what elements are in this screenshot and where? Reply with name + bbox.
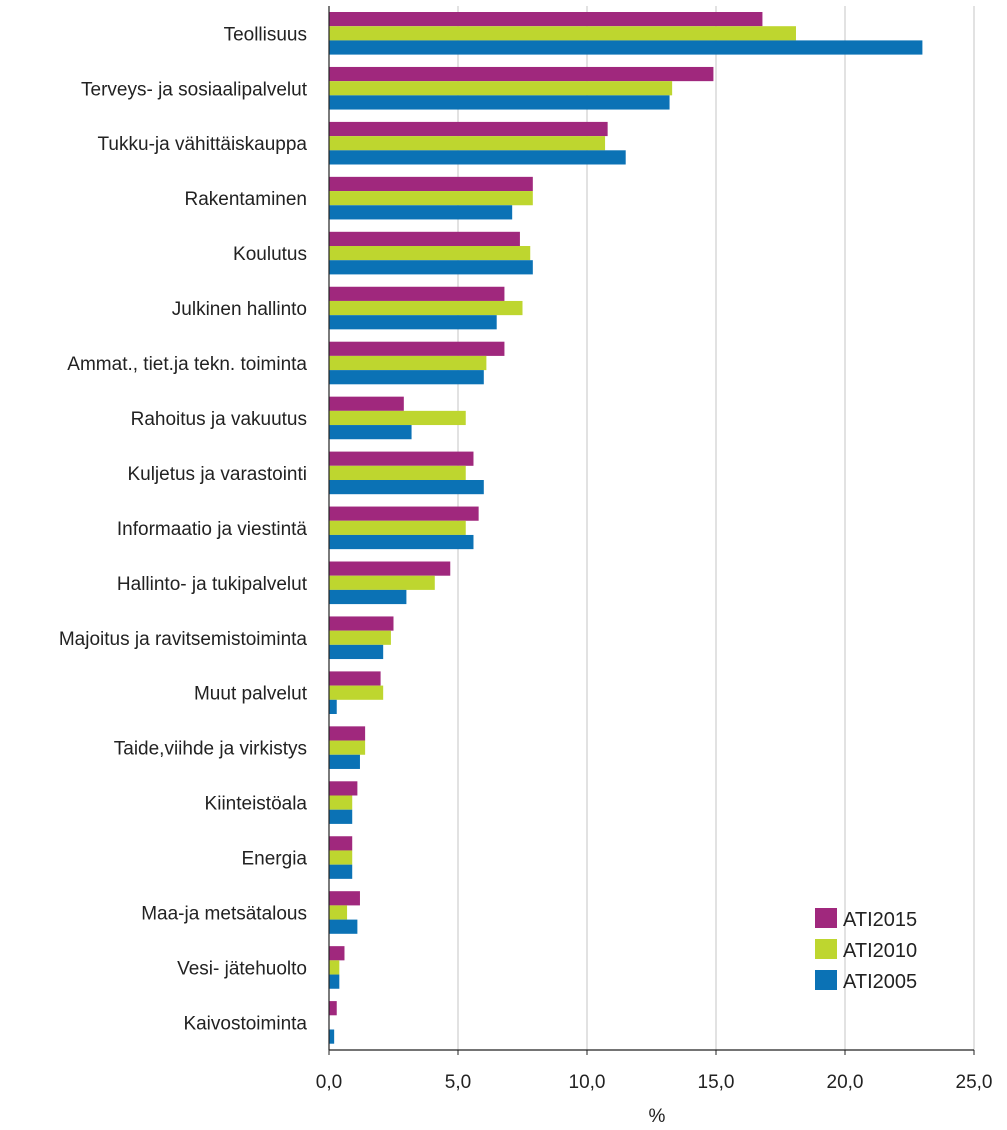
bar-ati2010-2: [329, 136, 606, 151]
bar-ati2005-12: [329, 699, 337, 714]
bar-ati2005-16: [329, 919, 358, 934]
category-label: Julkinen hallinto: [172, 299, 307, 320]
x-tick-labels: 0,0 5,0 10,0 15,0 20,0 25,0: [316, 1050, 993, 1093]
category-label: Teollisuus: [224, 24, 307, 45]
chart-bars: [329, 12, 923, 1044]
bar-ati2010-14: [329, 795, 353, 810]
bar-ati2010-13: [329, 740, 366, 755]
x-tick-label: 5,0: [445, 1072, 471, 1093]
legend-swatch-ati2015: [815, 908, 837, 928]
category-label: Vesi- jätehuolto: [177, 958, 307, 979]
bar-ati2005-8: [329, 480, 484, 495]
bar-ati2010-4: [329, 246, 531, 261]
legend-label-ati2010: ATI2010: [843, 940, 917, 962]
legend-label-ati2005: ATI2005: [843, 971, 917, 993]
bar-ati2010-8: [329, 465, 466, 480]
bar-ati2005-4: [329, 260, 533, 275]
chart-legend: ATI2015 ATI2010 ATI2005: [815, 908, 917, 993]
bar-ati2010-1: [329, 81, 673, 96]
bar-ati2005-0: [329, 40, 923, 55]
legend-swatch-ati2010: [815, 939, 837, 959]
bar-ati2005-10: [329, 589, 407, 605]
category-label: Ammat., tiet.ja tekn. toiminta: [67, 354, 307, 375]
chart-axes: [328, 6, 974, 1051]
bar-ati2015-10: [329, 561, 451, 576]
bar-ati2010-11: [329, 630, 391, 645]
bar-ati2015-2: [329, 121, 608, 137]
category-label: Majoitus ja ravitsemistoiminta: [59, 629, 308, 650]
bar-ati2010-17: [329, 960, 340, 975]
category-label: Rakentaminen: [184, 189, 307, 210]
x-tick-label: 20,0: [827, 1072, 864, 1093]
bar-ati2015-9: [329, 506, 479, 521]
x-axis-label: %: [649, 1106, 666, 1127]
bar-ati2015-13: [329, 726, 366, 741]
bar-ati2005-9: [329, 534, 474, 550]
bar-ati2005-2: [329, 150, 626, 165]
bar-ati2005-18: [329, 1029, 335, 1044]
category-label: Kiinteistöala: [205, 794, 308, 815]
bar-ati2015-0: [329, 12, 763, 27]
bar-ati2015-17: [329, 946, 345, 961]
bar-ati2015-18: [329, 1001, 337, 1016]
category-labels: Teollisuus Terveys- ja sosiaalipalvelut Tu…: [59, 24, 308, 1034]
bar-ati2005-3: [329, 205, 513, 220]
bar-ati2010-10: [329, 575, 435, 590]
bar-ati2005-5: [329, 315, 497, 330]
x-tick-label: 25,0: [956, 1072, 993, 1093]
bar-ati2015-6: [329, 341, 505, 356]
bar-ati2015-16: [329, 891, 360, 906]
category-label: Tukku-ja vähittäiskauppa: [98, 134, 308, 155]
x-tick-label: 15,0: [698, 1072, 735, 1093]
bar-ati2010-9: [329, 520, 466, 535]
bar-ati2015-15: [329, 836, 353, 851]
bar-ati2015-8: [329, 451, 474, 466]
bar-ati2010-7: [329, 410, 466, 426]
bar-ati2015-4: [329, 231, 520, 246]
category-label: Kaivostoiminta: [183, 1013, 307, 1034]
category-label: Muut palvelut: [194, 684, 308, 705]
bar-ati2010-0: [329, 26, 796, 41]
category-label: Koulutus: [233, 244, 307, 265]
bar-ati2005-15: [329, 864, 353, 879]
legend-swatch-ati2005: [815, 970, 837, 990]
bar-ati2005-6: [329, 370, 484, 385]
category-label: Taide,viihde ja virkistys: [114, 739, 307, 760]
category-label: Rahoitus ja vakuutus: [131, 409, 307, 430]
bar-ati2010-6: [329, 355, 487, 371]
legend-label-ati2015: ATI2015: [843, 909, 917, 931]
category-label: Terveys- ja sosiaalipalvelut: [81, 79, 308, 100]
bar-ati2010-12: [329, 685, 384, 700]
bar-ati2015-3: [329, 176, 533, 192]
bar-ati2015-7: [329, 396, 404, 411]
category-label: Energia: [242, 849, 308, 870]
bar-ati2010-3: [329, 191, 533, 206]
x-tick-label: 0,0: [316, 1072, 342, 1093]
bar-ati2015-5: [329, 286, 505, 301]
bar-ati2010-15: [329, 850, 353, 865]
bar-ati2015-1: [329, 66, 714, 82]
bar-ati2005-7: [329, 425, 412, 440]
bar-ati2015-12: [329, 671, 381, 686]
bar-ati2015-14: [329, 781, 358, 796]
category-label: Kuljetus ja varastointi: [127, 464, 307, 485]
bar-ati2010-16: [329, 905, 348, 920]
bar-ati2005-1: [329, 95, 670, 110]
category-label: Maa-ja metsätalous: [141, 904, 307, 925]
bar-ati2015-11: [329, 616, 394, 631]
bar-ati2005-17: [329, 974, 340, 989]
bar-ati2005-14: [329, 809, 353, 824]
x-tick-label: 10,0: [569, 1072, 606, 1093]
chart-grid: [457, 6, 975, 1050]
category-label: Informaatio ja viestintä: [117, 519, 308, 540]
bar-ati2010-5: [329, 300, 523, 316]
bar-ati2005-11: [329, 644, 384, 660]
bar-ati2005-13: [329, 754, 360, 769]
category-label: Hallinto- ja tukipalvelut: [117, 574, 308, 595]
